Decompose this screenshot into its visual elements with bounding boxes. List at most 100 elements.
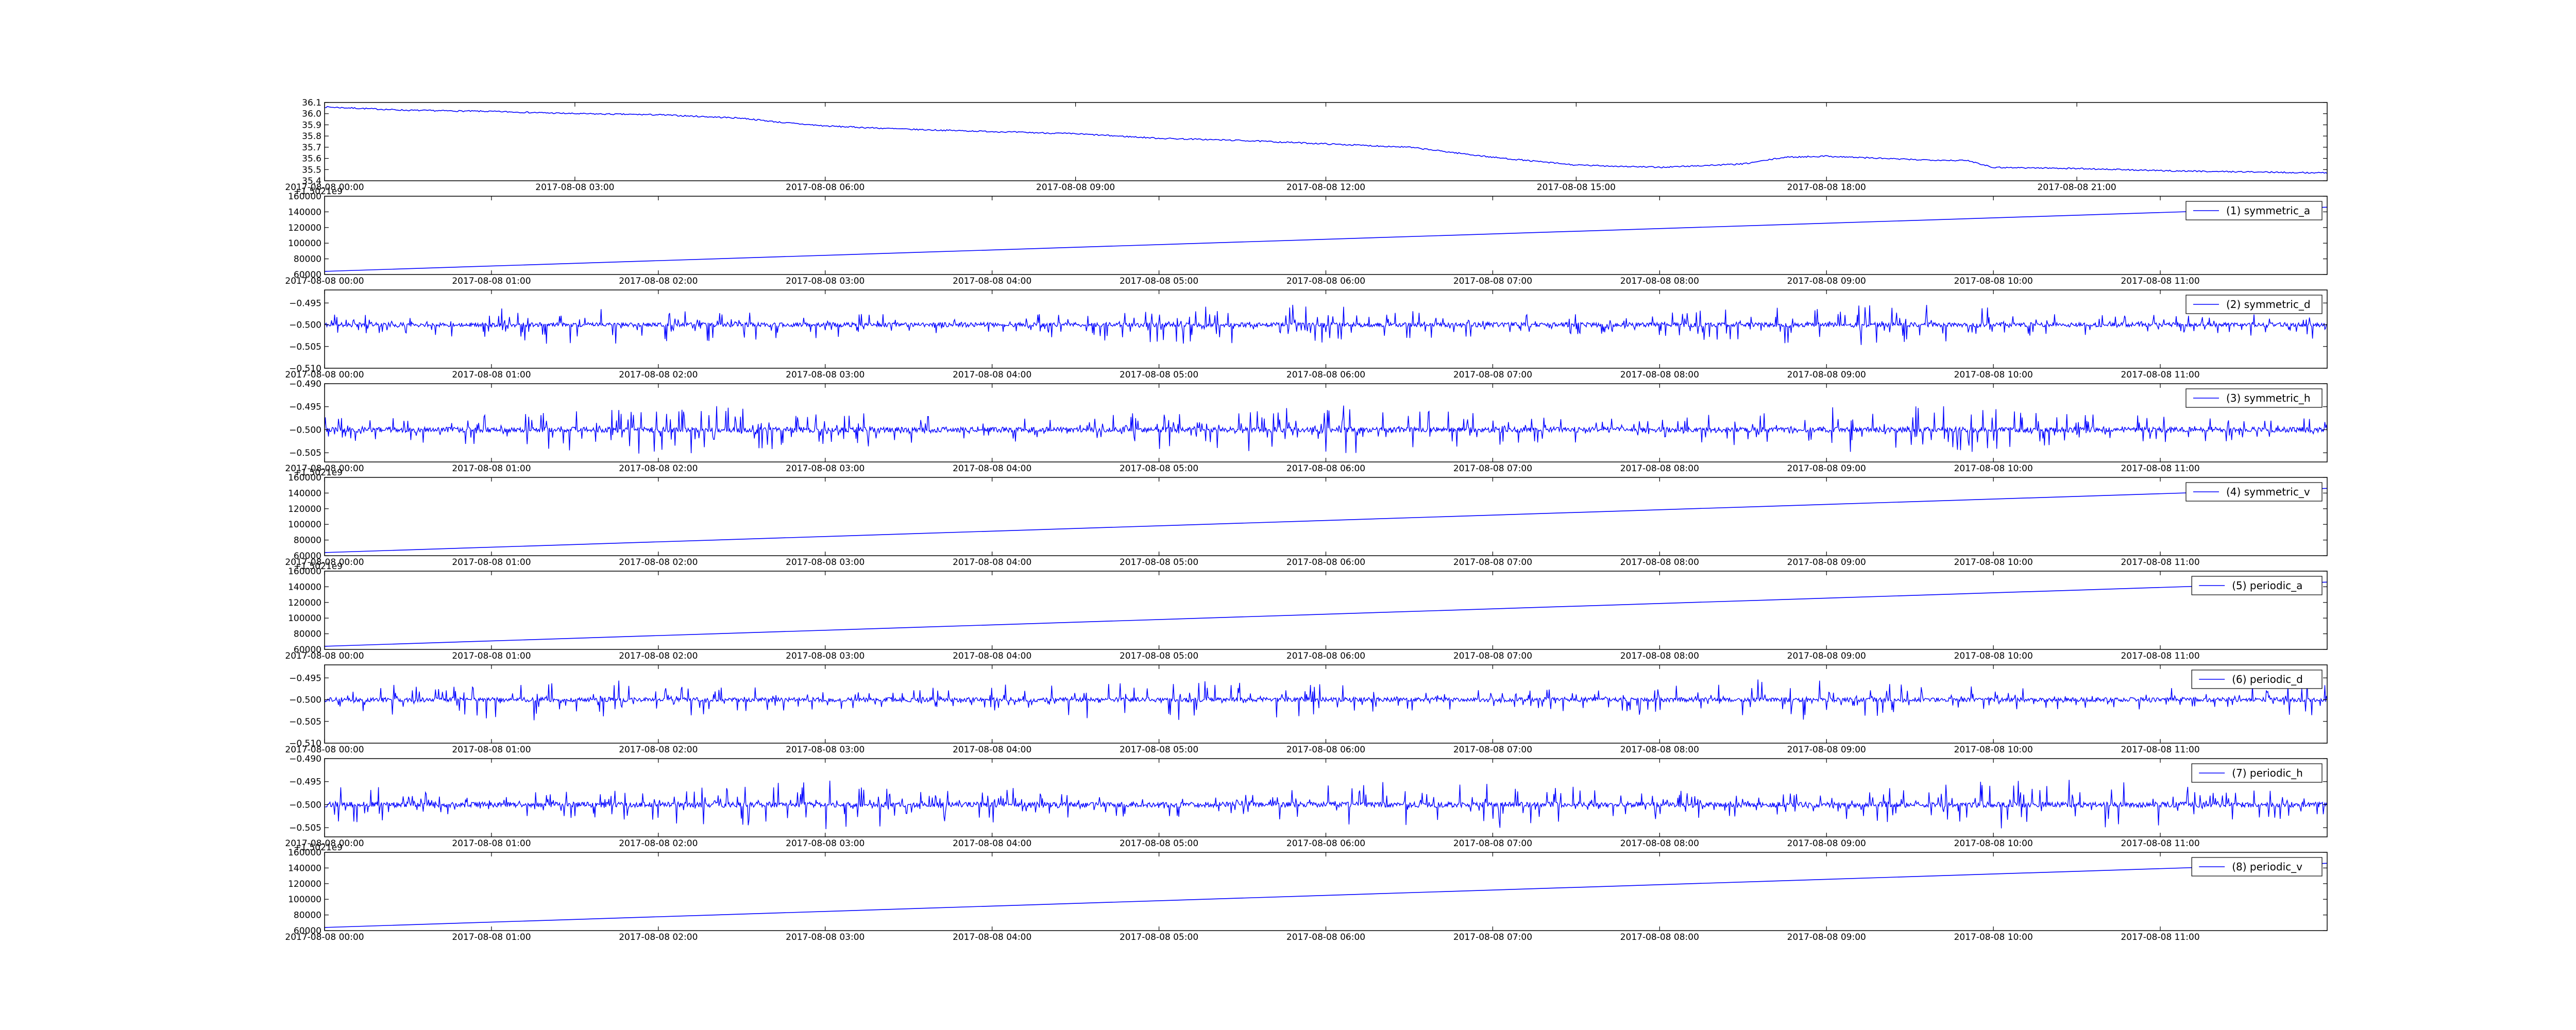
y-tick-label: 140000 (288, 207, 321, 217)
x-tick-label: 2017-08-08 10:00 (1954, 276, 2033, 286)
x-tick-label: 2017-08-08 08:00 (1620, 370, 1699, 380)
y-tick-label: −0.500 (289, 800, 321, 810)
x-tick-label: 2017-08-08 04:00 (953, 464, 1031, 474)
x-tick-label: 2017-08-08 08:00 (1620, 651, 1699, 661)
x-tick-label: 2017-08-08 01:00 (452, 838, 531, 849)
x-tick-label: 2017-08-08 07:00 (1453, 838, 1532, 849)
y-offset-label: +1.5021e9 (294, 468, 343, 478)
x-tick-label: 2017-08-08 06:00 (1286, 557, 1365, 568)
x-tick-label: 2017-08-08 05:00 (1120, 932, 1198, 942)
legend: (2) symmetric_d (2185, 295, 2323, 314)
x-tick-label: 2017-08-08 03:00 (535, 182, 614, 193)
legend-label: (5) periodic_a (2232, 579, 2302, 592)
x-tick-label: 2017-08-08 01:00 (452, 651, 531, 661)
y-tick-label: 120000 (288, 598, 321, 608)
y-tick-label: 160000 (288, 473, 321, 483)
x-tick-label: 2017-08-08 00:00 (285, 464, 364, 474)
subplot-6: 60000 80000 100000 120000 140000 160000 2017-0… (285, 561, 2328, 661)
legend-label: (2) symmetric_d (2226, 298, 2311, 311)
y-tick-label: 80000 (294, 536, 321, 546)
x-tick-label: 2017-08-08 01:00 (452, 557, 531, 568)
x-tick-label: 2017-08-08 06:00 (1286, 276, 1365, 286)
y-tick-label: −0.505 (289, 342, 321, 352)
x-tick-label: 2017-08-08 05:00 (1120, 276, 1198, 286)
x-tick-label: 2017-08-08 06:00 (1286, 932, 1365, 942)
y-tick-label: 80000 (294, 629, 321, 640)
y-tick-label: 100000 (288, 238, 321, 249)
x-tick-label: 2017-08-08 02:00 (619, 557, 698, 568)
x-tick-label: 2017-08-08 01:00 (452, 745, 531, 755)
x-tick-label: 2017-08-08 08:00 (1620, 557, 1699, 568)
x-tick-label: 2017-08-08 11:00 (2121, 745, 2199, 755)
y-tick-label: −0.510 (289, 364, 321, 374)
x-tick-label: 2017-08-08 09:00 (1787, 276, 1866, 286)
x-tick-label: 2017-08-08 04:00 (953, 838, 1031, 849)
legend: (5) periodic_a (2191, 576, 2323, 595)
x-tick-label: 2017-08-08 03:00 (786, 464, 865, 474)
x-tick-label: 2017-08-08 03:00 (786, 838, 865, 849)
legend-label: (4) symmetric_v (2226, 486, 2310, 498)
x-tick-label: 2017-08-08 06:00 (1286, 464, 1365, 474)
x-tick-label: 2017-08-08 10:00 (1954, 838, 2033, 849)
subplot-1: 35.435.535.635.735.835.936.036.1 2017-08-… (285, 98, 2328, 193)
y-tick-label: −0.500 (289, 695, 321, 706)
x-tick-label: 2017-08-08 05:00 (1120, 370, 1198, 380)
y-tick-label: 35.4 (302, 176, 321, 186)
subplot-4: −0.505 −0.500 −0.495 −0.490 2017-08-08 00:00… (285, 379, 2328, 474)
y-tick-label: 35.9 (302, 120, 321, 130)
x-tick-label: 2017-08-08 01:00 (452, 276, 531, 286)
y-tick-label: −0.495 (289, 402, 321, 413)
x-tick-label: 2017-08-08 09:00 (1787, 557, 1866, 568)
y-tick-label: −0.505 (289, 717, 321, 727)
x-tick-label: 2017-08-08 09:00 (1787, 370, 1866, 380)
y-tick-label: 140000 (288, 863, 321, 873)
subplot-2: 60000 80000 100000 120000 140000 160000 2017-0… (285, 186, 2328, 286)
x-tick-label: 2017-08-08 04:00 (953, 745, 1031, 755)
y-tick-label: 36.1 (302, 98, 321, 108)
x-tick-label: 2017-08-08 11:00 (2121, 276, 2199, 286)
x-tick-label: 2017-08-08 06:00 (1286, 370, 1365, 380)
y-tick-label: 140000 (288, 488, 321, 499)
x-tick-label: 2017-08-08 02:00 (619, 276, 698, 286)
y-offset-label: +1.5021e9 (294, 843, 343, 853)
x-tick-label: 2017-08-08 08:00 (1620, 464, 1699, 474)
x-tick-label: 2017-08-08 10:00 (1954, 370, 2033, 380)
legend-box (2191, 857, 2323, 877)
y-tick-label: −0.495 (289, 777, 321, 787)
x-tick-label: 2017-08-08 11:00 (2121, 557, 2199, 568)
y-offset-label: +1.5021e9 (294, 561, 343, 572)
x-tick-label: 2017-08-08 02:00 (619, 932, 698, 942)
x-tick-label: 2017-08-08 07:00 (1453, 932, 1532, 942)
legend: (1) symmetric_a (2185, 201, 2323, 220)
y-tick-label: 100000 (288, 520, 321, 530)
x-tick-label: 2017-08-08 09:00 (1787, 932, 1866, 942)
x-tick-label: 2017-08-08 08:00 (1620, 838, 1699, 849)
x-tick-label: 2017-08-08 07:00 (1453, 370, 1532, 380)
x-tick-label: 2017-08-08 00:00 (285, 838, 364, 849)
x-tick-label: 2017-08-08 08:00 (1620, 932, 1699, 942)
series-line-1-1 (325, 106, 2327, 174)
x-tick-label: 2017-08-08 06:00 (786, 182, 865, 193)
y-tick-label: −0.490 (289, 379, 321, 389)
y-tick-label: 160000 (288, 192, 321, 202)
series-line-9-1 (325, 863, 2327, 928)
x-tick-label: 2017-08-08 10:00 (1954, 651, 2033, 661)
x-tick-label: 2017-08-08 02:00 (619, 651, 698, 661)
y-tick-label: 100000 (288, 895, 321, 905)
y-tick-label: 35.6 (302, 154, 321, 164)
y-tick-label: 120000 (288, 223, 321, 233)
y-tick-label: 35.7 (302, 143, 321, 153)
x-tick-label: 2017-08-08 07:00 (1453, 276, 1532, 286)
x-tick-label: 2017-08-08 04:00 (953, 932, 1031, 942)
series-line-6-1 (325, 581, 2327, 647)
legend-label: (6) periodic_d (2232, 673, 2303, 685)
y-tick-label: 140000 (288, 582, 321, 592)
x-tick-label: 2017-08-08 00:00 (285, 932, 364, 942)
y-tick-label: −0.505 (289, 823, 321, 833)
y-tick-label: 60000 (294, 926, 321, 936)
y-tick-label: 60000 (294, 551, 321, 561)
y-tick-label: −0.495 (289, 298, 321, 308)
y-tick-label: −0.500 (289, 425, 321, 435)
